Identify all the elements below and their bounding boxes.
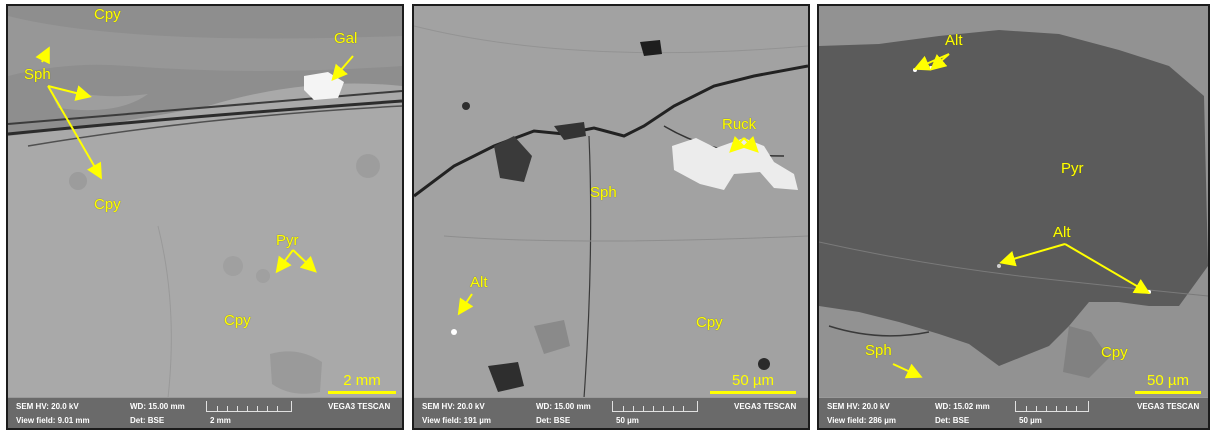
annotation-arrows-3 (892, 53, 1151, 379)
ruler-unit-label: 50 µm (616, 416, 639, 425)
view-field-readout: View field: 286 µm (827, 416, 896, 425)
detector-readout: Det: BSE (130, 416, 165, 425)
view-field-readout: View field: 191 µm (422, 416, 491, 425)
scale-bar-line (1135, 391, 1201, 394)
hv-readout: SEM HV: 20.0 kV (422, 402, 485, 411)
ruler-unit-label: 2 mm (210, 416, 231, 425)
hv-readout: SEM HV: 20.0 kV (16, 402, 79, 411)
label-gal: Gal (334, 30, 358, 47)
scale-bar-2: 50 µm (710, 372, 796, 394)
wd-readout: WD: 15.00 mm (536, 402, 591, 411)
scale-bar-label: 50 µm (1147, 372, 1189, 389)
label-sph: Sph (590, 184, 617, 201)
wd-readout: WD: 15.00 mm (130, 402, 185, 411)
sem-info-bar-2: SEM HV: 20.0 kV WD: 15.00 mm VEGA3 TESCA… (414, 397, 808, 428)
label-cpy: Cpy (696, 314, 723, 331)
sem-info-bar-3: SEM HV: 20.0 kV WD: 15.02 mm VEGA3 TESCA… (819, 397, 1208, 428)
annotation-arrows-2 (457, 135, 759, 316)
label-alt-top: Alt (945, 32, 963, 49)
label-pyr: Pyr (276, 232, 299, 249)
ruler-unit-label: 50 µm (1019, 416, 1042, 425)
detector-readout: Det: BSE (935, 416, 970, 425)
scale-bar-1: 2 mm (328, 372, 396, 394)
scale-bar-3: 50 µm (1135, 372, 1201, 394)
sem-info-bar-1: SEM HV: 20.0 kV WD: 15.00 mm VEGA3 TESCA… (8, 397, 402, 428)
scale-bar-line (710, 391, 796, 394)
label-ruck: Ruck (722, 116, 757, 133)
sem-panel-2: Ruck Sph Alt Cpy 50 µm SEM HV: 20.0 kV W… (412, 4, 810, 430)
detector-readout: Det: BSE (536, 416, 571, 425)
label-cpy: Cpy (1101, 344, 1128, 361)
ruler-icon (1015, 401, 1089, 412)
sem-panel-1: Cpy Gal Sph Cpy Pyr Cpy 2 mm SEM HV: 20.… (6, 4, 404, 430)
label-alt-mid: Alt (1053, 224, 1071, 241)
sem-panel-3: Alt Pyr Alt Sph Cpy 50 µm SEM HV: 20.0 k… (817, 4, 1210, 430)
ruler-icon (612, 401, 698, 412)
annotation-arrows-1 (35, 46, 354, 274)
label-pyr: Pyr (1061, 160, 1084, 177)
wd-readout: WD: 15.02 mm (935, 402, 990, 411)
hv-readout: SEM HV: 20.0 kV (827, 402, 890, 411)
scale-bar-line (328, 391, 396, 394)
label-cpy-top: Cpy (94, 6, 121, 23)
ruler-icon (206, 401, 292, 412)
brand-label: VEGA3 TESCAN (734, 402, 797, 411)
view-field-readout: View field: 9.01 mm (16, 416, 90, 425)
scale-bar-label: 50 µm (732, 372, 774, 389)
sem-image-2 (414, 6, 808, 428)
label-cpy-low: Cpy (224, 312, 251, 329)
label-sph: Sph (865, 342, 892, 359)
label-alt: Alt (470, 274, 488, 291)
scale-bar-label: 2 mm (343, 372, 381, 389)
sem-image-3 (819, 6, 1208, 428)
brand-label: VEGA3 TESCAN (328, 402, 391, 411)
label-cpy-mid: Cpy (94, 196, 121, 213)
brand-label: VEGA3 TESCAN (1137, 402, 1200, 411)
label-sph: Sph (24, 66, 51, 83)
